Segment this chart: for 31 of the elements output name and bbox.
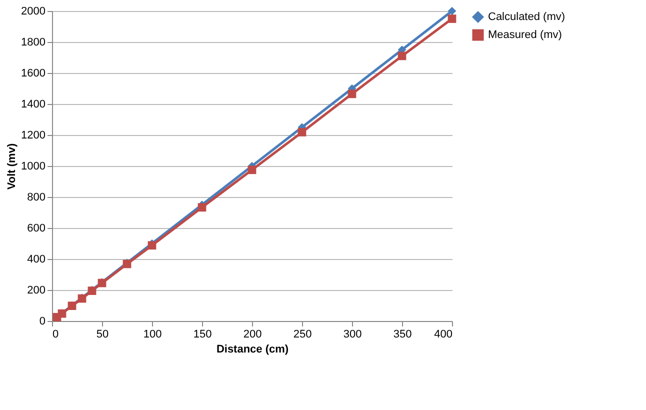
y-tick-label: 200 (27, 284, 46, 296)
y-tick-label: 1800 (21, 36, 46, 48)
y-tick-label: 600 (27, 222, 46, 234)
x-axis-title: Distance (cm) (216, 344, 289, 356)
point (448, 6, 456, 16)
y-tick-label: 1000 (21, 160, 46, 172)
y-tick-label: 800 (27, 192, 46, 204)
x-tick-label: 250 (293, 328, 312, 340)
y-tick-label: 2000 (21, 6, 46, 18)
x-tick-label: 150 (193, 328, 212, 340)
point (398, 52, 406, 60)
y-tick-label: 400 (27, 254, 46, 266)
legend-label: Calculated (mv) (488, 11, 566, 23)
point (448, 14, 456, 23)
x-tick-label: 350 (393, 328, 412, 340)
x-tick-label: 0 (52, 328, 59, 340)
y-tick-label: 1600 (21, 68, 46, 80)
point (198, 203, 206, 212)
x-tick-label: 50 (96, 328, 109, 340)
x-tick-label: 200 (243, 328, 262, 340)
y-tick-label: 1200 (21, 130, 46, 142)
y-tick-label: 1400 (21, 98, 46, 110)
point (248, 166, 256, 174)
legend-label: Measured (mv) (488, 29, 562, 41)
x-tick-label: 400 (434, 328, 452, 340)
y-axis-title: Volt (mv) (6, 143, 18, 190)
point (298, 128, 306, 136)
y-tick-label: 0 (39, 316, 46, 328)
point (348, 90, 356, 98)
x-tick-label: 300 (343, 328, 362, 340)
x-tick-label: 100 (143, 328, 162, 340)
